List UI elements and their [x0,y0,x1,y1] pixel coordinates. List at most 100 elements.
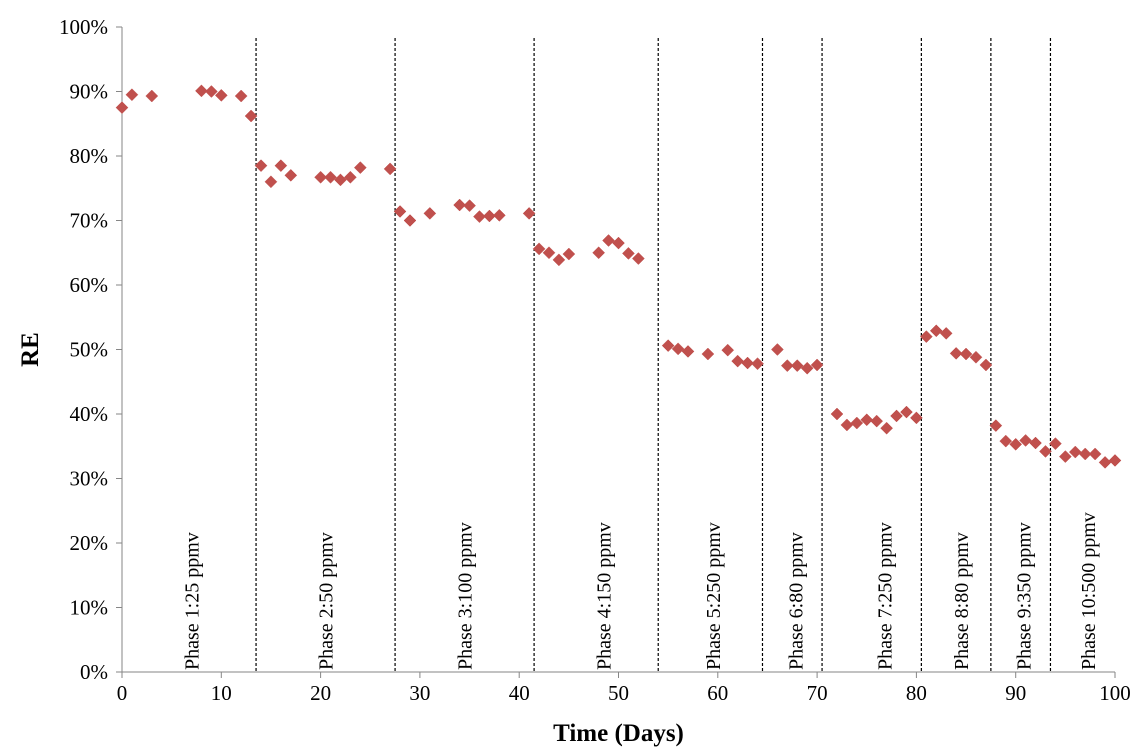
data-point [324,170,337,184]
phase-label: Phase 10:500 ppmv [1078,512,1100,670]
data-point [264,175,278,189]
x-tick-label: 80 [906,681,927,705]
data-point [860,413,874,427]
data-point [939,327,953,340]
y-tick-label: 70% [70,209,109,233]
data-point [145,89,159,103]
data-point [1078,447,1092,461]
x-tick-label: 100 [1099,681,1131,705]
x-tick-label: 60 [707,681,728,705]
data-point [701,347,715,361]
y-tick-label: 80% [70,144,109,168]
data-point [393,205,407,218]
data-point [274,159,288,173]
y-tick-label: 20% [70,531,109,555]
phase-label: Phase 9:350 ppmv [1014,522,1036,670]
data-point [483,209,496,223]
data-point [900,405,913,419]
y-tick-label: 0% [80,660,108,684]
data-point [632,252,645,265]
data-point [403,214,417,227]
data-point [622,247,635,260]
data-point [731,354,745,368]
data-point [532,242,546,256]
phase-label: Phase 5:250 ppmv [703,522,725,670]
data-point [870,414,884,428]
axes [116,26,1116,678]
data-point [1029,436,1042,450]
data-point [810,358,824,372]
data-point [115,101,129,114]
data-point [890,409,903,423]
data-point [592,246,605,260]
data-point [254,159,268,173]
data-point [721,343,735,357]
phase-label: Phase 2:50 ppmv [316,532,338,670]
data-point [929,324,943,338]
data-point [910,411,923,425]
y-axis-title: RE [17,332,44,367]
data-point [125,88,139,102]
phase-label: Phase 3:100 ppmv [455,522,477,670]
data-point [880,421,893,435]
data-point [453,198,466,212]
data-point [840,418,854,432]
data-point [771,343,784,356]
phase-label: Phase 8:80 ppmv [951,532,973,670]
x-tick-label: 30 [409,681,430,705]
phase-label: Phase 4:150 ppmv [594,522,616,670]
data-point [1098,456,1112,469]
tick-labels: 0% 10% 20% 30% 40% 50% 60% 70% 80% 90% 100% 0 10 20 30… [59,15,1131,705]
data-point [989,419,1003,432]
data-point [741,356,754,370]
x-tick-label: 40 [509,681,530,705]
data-point [969,350,983,364]
data-point [850,416,864,430]
data-point [612,236,625,250]
phase-label: Phase 7:250 ppmv [875,522,897,670]
data-point [284,168,298,182]
x-tick-label: 20 [310,681,331,705]
data-point [314,170,327,184]
phase-boundaries [255,38,1052,672]
data-point [562,247,576,261]
x-axis-title: Time (Days) [553,720,684,747]
data-point [800,361,814,375]
data-point [602,234,615,247]
data-point [959,347,973,361]
data-point [661,339,675,352]
y-tick-label: 10% [70,596,109,620]
y-tick-label: 50% [70,338,109,362]
data-point [552,253,566,267]
x-tick-label: 10 [211,681,232,705]
data-point [681,345,695,358]
x-tick-label: 0 [117,681,128,705]
data-point [195,84,208,98]
y-tick-label: 40% [70,402,109,426]
data-point [473,210,486,223]
phase-label: Phase 1:25 ppmv [182,532,204,670]
data-point [999,434,1013,448]
data-point [919,330,933,343]
data-point [334,173,347,187]
data-point [383,162,397,176]
data-point [234,89,248,103]
data-point [830,407,844,421]
data-point [205,85,218,98]
data-point [790,359,804,372]
data-point [671,342,685,356]
data-point [1009,437,1023,451]
data-point [244,109,258,123]
y-tick-label: 100% [59,15,108,39]
data-point [1108,454,1122,467]
data-point [542,246,556,260]
data-points [115,84,1122,469]
y-tick-label: 60% [70,273,109,297]
data-point [1019,434,1032,447]
x-tick-label: 70 [807,681,828,705]
data-point [522,207,536,220]
data-point [751,357,764,371]
data-point [463,199,476,213]
data-point [1058,450,1072,463]
